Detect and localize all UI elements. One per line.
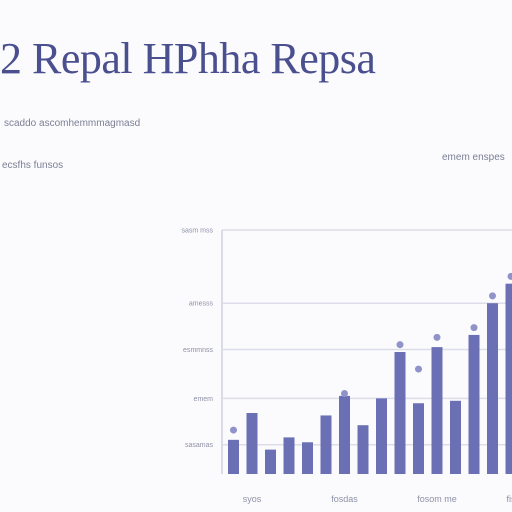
y-axis-ticks: sasamas emem esmmnss amesss sasm mss (182, 228, 214, 450)
bar (431, 347, 443, 474)
page-title: 2 Repal HPhha Repsa (0, 34, 376, 83)
y-tick-label: esmmnss (183, 347, 213, 354)
bar (450, 400, 461, 474)
x-tick-label: fosdas (331, 494, 358, 504)
bar (320, 415, 332, 474)
data-point-marker (489, 292, 496, 300)
bar (283, 437, 295, 474)
bar (246, 413, 258, 474)
bar (376, 398, 387, 474)
x-tick-label: fis (507, 494, 512, 504)
y-tick-label: amesss (189, 301, 214, 308)
x-tick-label: fosom me (417, 494, 457, 504)
data-point-marker (230, 426, 237, 434)
y-tick-label: emem (194, 396, 214, 403)
bar (228, 439, 239, 474)
x-tick-label: syos (243, 494, 262, 504)
note-left: ecsfhs funsos (2, 160, 64, 171)
data-point-marker (341, 389, 348, 397)
bar (394, 352, 406, 474)
data-point-marker (396, 341, 404, 349)
data-point-marker (415, 365, 422, 373)
data-point-marker (507, 272, 512, 280)
data-point-marker (470, 324, 478, 332)
bar (413, 403, 424, 474)
bar (357, 425, 369, 474)
data-point-marker (433, 333, 441, 341)
y-tick-label: sasamas (185, 442, 214, 449)
x-axis-ticks: syos fosdas fosom me fis (243, 494, 512, 504)
bar (487, 303, 498, 474)
bar (468, 334, 480, 474)
bar (339, 395, 350, 474)
page-subtitle: scaddo ascomhemmmagmasd (4, 118, 141, 129)
chart-bars (228, 283, 512, 474)
note-right: emem enspes (442, 152, 505, 163)
bar (505, 283, 512, 474)
chart-markers (230, 272, 512, 434)
y-tick-label: sasm mss (182, 228, 214, 235)
bar (265, 449, 276, 474)
bar (302, 442, 313, 474)
